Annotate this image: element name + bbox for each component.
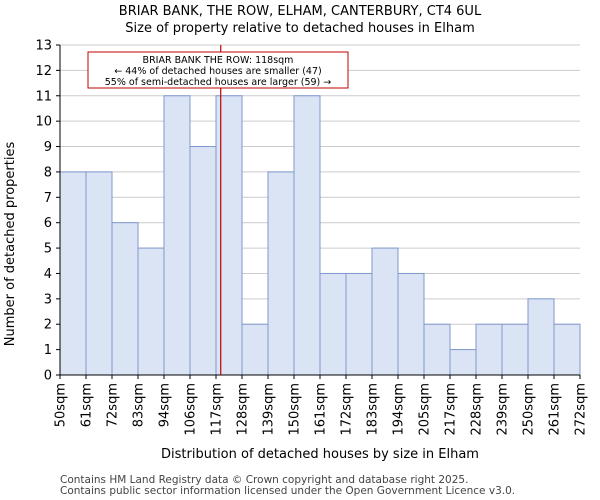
x-tick-label: 106sqm bbox=[184, 383, 199, 436]
y-tick-label: 1 bbox=[44, 343, 52, 358]
chart-subtitle: Size of property relative to detached ho… bbox=[125, 21, 474, 36]
x-tick-label: 194sqm bbox=[392, 383, 407, 436]
x-tick-label: 217sqm bbox=[444, 383, 459, 436]
bar-172sqm bbox=[345, 272, 373, 376]
y-tick-label: 5 bbox=[44, 242, 52, 257]
bar-239sqm bbox=[501, 323, 529, 376]
y-tick-label: 8 bbox=[44, 165, 52, 180]
x-tick-label: 250sqm bbox=[522, 383, 537, 436]
bar-161sqm bbox=[319, 272, 347, 376]
y-tick-label: 6 bbox=[44, 216, 52, 231]
bar-150sqm bbox=[293, 95, 321, 376]
bar-117sqm bbox=[215, 95, 243, 376]
y-tick-label: 2 bbox=[44, 318, 52, 333]
x-tick-label: 139sqm bbox=[262, 383, 277, 436]
bar-183sqm bbox=[371, 247, 399, 376]
x-tick-label: 150sqm bbox=[288, 383, 303, 436]
x-tick-label: 183sqm bbox=[366, 383, 381, 436]
y-tick-label: 7 bbox=[44, 191, 52, 206]
y-tick-label: 9 bbox=[44, 140, 52, 155]
x-tick-label: 205sqm bbox=[418, 383, 433, 436]
bar-139sqm bbox=[267, 171, 295, 376]
x-tick-label: 272sqm bbox=[574, 383, 589, 436]
bar-50sqm bbox=[59, 171, 87, 376]
x-tick-label: 61sqm bbox=[80, 383, 95, 427]
x-tick-label: 261sqm bbox=[548, 383, 563, 436]
y-tick-label: 11 bbox=[35, 89, 52, 104]
y-tick-label: 13 bbox=[35, 39, 52, 54]
x-tick-label: 83sqm bbox=[132, 383, 147, 427]
bar-61sqm bbox=[85, 171, 113, 376]
chart-title: BRIAR BANK, THE ROW, ELHAM, CANTERBURY, … bbox=[119, 4, 482, 19]
bar-83sqm bbox=[137, 247, 165, 376]
y-tick-label: 10 bbox=[35, 115, 52, 130]
bar-261sqm bbox=[553, 323, 581, 376]
property-marker: BRIAR BANK THE ROW: 118sqm← 44% of detac… bbox=[87, 45, 349, 375]
y-tick-label: 4 bbox=[44, 267, 52, 282]
y-tick-label: 0 bbox=[44, 369, 52, 384]
footer-line-2: Contains public sector information licen… bbox=[60, 485, 515, 497]
bar-72sqm bbox=[111, 222, 139, 376]
bars bbox=[59, 95, 581, 376]
x-tick-label: 50sqm bbox=[54, 383, 69, 427]
y-axis-label: Number of detached properties bbox=[3, 142, 18, 347]
annotation-line: 55% of semi-detached houses are larger (… bbox=[105, 77, 332, 88]
x-tick-label: 172sqm bbox=[340, 383, 355, 436]
annotation-box bbox=[87, 51, 349, 89]
bar-250sqm bbox=[527, 298, 555, 376]
x-tick-label: 72sqm bbox=[106, 383, 121, 427]
x-axis-label: Distribution of detached houses by size … bbox=[161, 447, 479, 462]
bar-194sqm bbox=[397, 272, 425, 376]
x-tick-label: 239sqm bbox=[496, 383, 511, 436]
bar-205sqm bbox=[423, 323, 451, 376]
bar-228sqm bbox=[475, 323, 503, 376]
x-tick-label: 94sqm bbox=[158, 383, 173, 427]
bar-128sqm bbox=[241, 323, 269, 376]
bar-94sqm bbox=[163, 95, 191, 376]
footer-line-1: Contains HM Land Registry data © Crown c… bbox=[60, 474, 468, 486]
axes bbox=[56, 44, 581, 379]
y-tick-label: 12 bbox=[35, 64, 52, 79]
bar-217sqm bbox=[449, 349, 477, 376]
bar-106sqm bbox=[189, 146, 217, 376]
annotation-line: BRIAR BANK THE ROW: 118sqm bbox=[143, 55, 294, 66]
x-tick-label: 161sqm bbox=[314, 383, 329, 436]
x-tick-label: 117sqm bbox=[210, 383, 225, 436]
y-tick-label: 3 bbox=[44, 292, 52, 307]
x-tick-label: 228sqm bbox=[470, 383, 485, 436]
x-tick-labels: 50sqm 61sqm 72sqm 83sqm 94sqm 106sqm 117sqm 128… bbox=[54, 383, 589, 436]
annotation-line: ← 44% of detached houses are smaller (47… bbox=[114, 66, 321, 77]
x-tick-label: 128sqm bbox=[236, 383, 251, 436]
